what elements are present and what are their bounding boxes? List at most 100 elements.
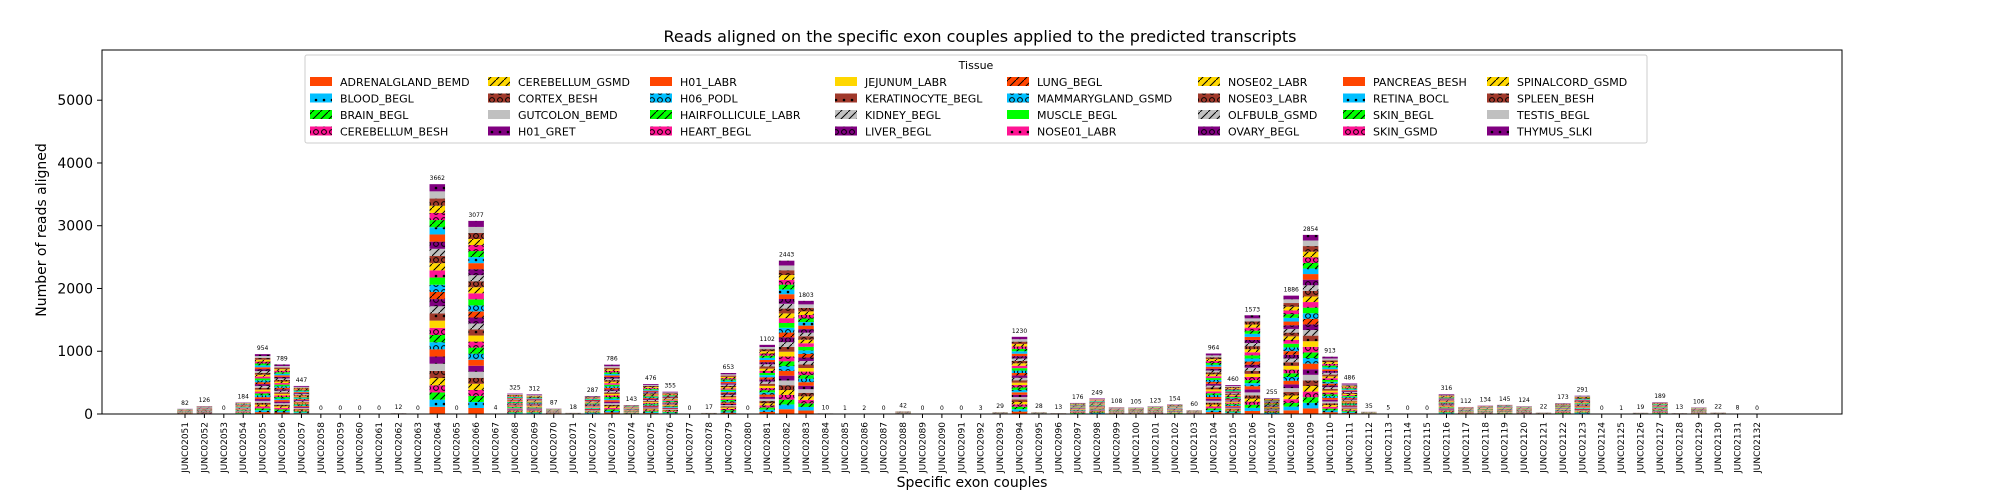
bar-segment <box>1341 394 1358 396</box>
bar-segment <box>293 390 310 392</box>
y-tick-label: 3000 <box>57 219 93 235</box>
bar-segment <box>1302 318 1319 325</box>
bar-segment <box>1302 324 1319 331</box>
bar-segment <box>1574 396 1591 397</box>
bar-segment <box>1283 347 1299 352</box>
bar-segment <box>584 402 601 403</box>
bar-segment <box>1322 394 1338 397</box>
bar-segment <box>1011 351 1028 354</box>
bar-segment <box>1438 407 1455 409</box>
bar-segment <box>1438 404 1455 406</box>
bar-segment <box>1205 395 1222 397</box>
bar-segment <box>293 394 310 396</box>
bar-segment <box>759 411 775 414</box>
legend: Tissue ADRENALGLAND_BEMD BLOOD_BEGL BRAIN_B… <box>304 54 1648 144</box>
bar-segment <box>1264 408 1280 410</box>
bar-segment <box>526 404 543 406</box>
x-tick-label: JUNC02088 <box>899 422 909 474</box>
bar-segment <box>274 395 290 397</box>
bar-segment <box>507 399 523 400</box>
bar-segment <box>662 407 678 408</box>
bar-segment <box>1283 402 1299 407</box>
bar-segment <box>1322 388 1338 391</box>
bar-segment <box>778 380 795 386</box>
x-tick-label: JUNC02059 <box>336 422 346 474</box>
legend-swatch <box>1343 126 1365 136</box>
bar-segment <box>429 284 446 292</box>
bar-segment <box>1574 395 1591 397</box>
bar-segment <box>1438 400 1455 402</box>
bar-segment <box>1574 400 1591 402</box>
bar-total-label: 0 <box>358 405 362 412</box>
bar-segment <box>507 396 523 397</box>
bar-segment <box>1205 396 1222 399</box>
x-tick-label: JUNC02070 <box>550 422 560 474</box>
bar-segment <box>429 277 446 285</box>
bar-segment <box>584 397 601 398</box>
bar-segment <box>662 400 678 402</box>
bar-segment <box>1244 324 1261 328</box>
bar-segment <box>1322 381 1338 384</box>
bar-segment <box>662 393 678 395</box>
bar-segment <box>429 212 446 221</box>
bar-segment <box>1283 399 1299 403</box>
bar-segment <box>662 400 678 401</box>
x-tick-label: JUNC02083 <box>802 422 812 474</box>
bar-segment <box>254 382 271 385</box>
bar-segment <box>1322 372 1338 375</box>
x-tick-label: JUNC02094 <box>1016 422 1026 474</box>
bar-segment <box>584 407 601 409</box>
bar-total-label: 476 <box>645 375 657 382</box>
bar-segment <box>254 369 271 371</box>
bar-segment <box>720 381 737 384</box>
bar-segment <box>1574 405 1591 407</box>
bar-segment <box>1244 410 1261 414</box>
bar-segment <box>1205 391 1222 394</box>
bar-segment <box>274 396 290 399</box>
bar-segment <box>1225 404 1241 406</box>
bar-segment <box>1264 402 1280 404</box>
bar-segment <box>778 337 795 343</box>
bar-segment <box>1283 369 1299 374</box>
bar-total-label: 184 <box>237 393 249 400</box>
bar-segment <box>1011 406 1028 410</box>
bar-segment <box>1322 410 1338 413</box>
bar-segment <box>274 373 290 376</box>
bar-segment <box>1264 397 1280 399</box>
x-tick-label: JUNC02113 <box>1384 422 1394 474</box>
bar-segment <box>584 406 601 408</box>
bar-segment <box>1225 385 1241 387</box>
bar-segment <box>254 363 271 366</box>
bar-segment <box>1438 398 1455 400</box>
bar-segment <box>1244 330 1261 334</box>
bar-segment <box>293 392 310 394</box>
bar-segment <box>1302 341 1319 347</box>
bar-segment <box>507 393 523 395</box>
bar-segment <box>1283 351 1299 355</box>
bar-segment <box>584 399 601 400</box>
bar-total-label: 0 <box>959 405 963 412</box>
bar-segment <box>1011 358 1028 361</box>
bar-segment <box>720 383 737 385</box>
bar-total-label: 18 <box>569 404 577 411</box>
bar-segment <box>720 397 737 399</box>
legend-swatch <box>835 126 857 136</box>
bar-segment <box>1341 406 1358 408</box>
bar-segment <box>1283 377 1299 381</box>
bar-total-label: 3662 <box>430 175 445 182</box>
bar-segment <box>759 398 775 402</box>
bar-segment <box>468 220 484 227</box>
bar-segment <box>429 255 446 264</box>
bar-segment <box>1244 315 1261 319</box>
bar-segment <box>1011 380 1028 383</box>
legend-swatch <box>650 77 672 86</box>
bar-segment <box>604 367 620 370</box>
bar-segment <box>798 382 814 386</box>
bar-segment <box>1244 401 1261 405</box>
bar-segment <box>254 395 271 398</box>
bar-segment <box>468 395 484 402</box>
bar-segment <box>720 388 737 390</box>
bar-segment <box>526 401 543 403</box>
bar-segment <box>778 404 795 410</box>
bar-segment <box>778 375 795 381</box>
